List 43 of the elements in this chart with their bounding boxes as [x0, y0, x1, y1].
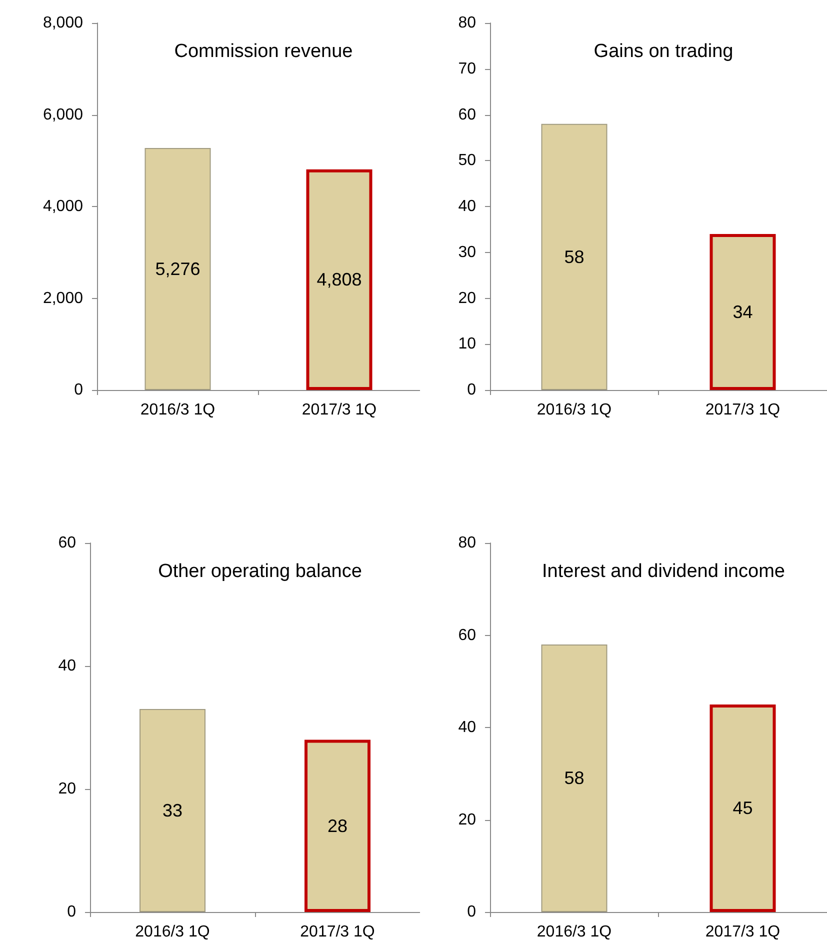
y-tick-label: 20 [458, 290, 476, 307]
x-tick-label: 2017/3 1Q [705, 402, 780, 418]
data-label: 33 [162, 800, 183, 821]
y-tick-label: 30 [458, 244, 476, 261]
x-tick-label: 2016/3 1Q [536, 924, 612, 940]
y-tick-label: 40 [458, 198, 476, 215]
text: Gains on trading [594, 41, 734, 62]
y-tick-label: 80 [458, 534, 476, 552]
x-tick-label: 2017/3 1Q [300, 924, 375, 940]
y-tick-label: 10 [458, 336, 476, 353]
x-tick-label: 2017/3 1Q [705, 924, 780, 940]
x-tick-label: 2016/3 1Q [140, 402, 216, 418]
data-label: 58 [564, 246, 584, 267]
y-tick-label: 40 [58, 658, 76, 674]
text: Interest and dividend income [542, 561, 785, 582]
text: Other operating balance [158, 561, 362, 582]
y-tick-label: 0 [467, 382, 476, 398]
y-tick-label: 60 [58, 534, 76, 552]
data-label: 34 [732, 302, 753, 322]
data-label: 45 [732, 798, 753, 818]
y-tick-label: 6,000 [42, 106, 84, 124]
y-tick-label: 20 [458, 811, 476, 828]
y-tick-label: 20 [58, 780, 76, 798]
text: Commission revenue [174, 41, 353, 62]
data-label: 4,808 [316, 270, 362, 290]
y-tick-label: 0 [67, 904, 76, 920]
y-tick-label: 60 [458, 626, 476, 644]
y-tick-label: 50 [458, 152, 476, 170]
y-tick-label: 80 [458, 14, 476, 32]
y-tick-label: 0 [74, 382, 84, 398]
y-tick-label: 8,000 [42, 14, 84, 32]
y-tick-label: 70 [458, 60, 476, 78]
x-tick-label: 2017/3 1Q [302, 402, 377, 418]
y-tick-label: 60 [458, 106, 476, 124]
data-label: 58 [564, 768, 584, 788]
data-label: 5,276 [155, 258, 200, 279]
data-label: 28 [327, 816, 348, 836]
y-tick-label: 40 [458, 719, 476, 736]
x-tick-label: 2016/3 1Q [536, 402, 612, 418]
x-tick-label: 2016/3 1Q [135, 924, 210, 940]
y-tick-label: 0 [467, 904, 476, 920]
y-tick-label: 2,000 [42, 290, 84, 307]
y-tick-label: 4,000 [42, 198, 84, 215]
